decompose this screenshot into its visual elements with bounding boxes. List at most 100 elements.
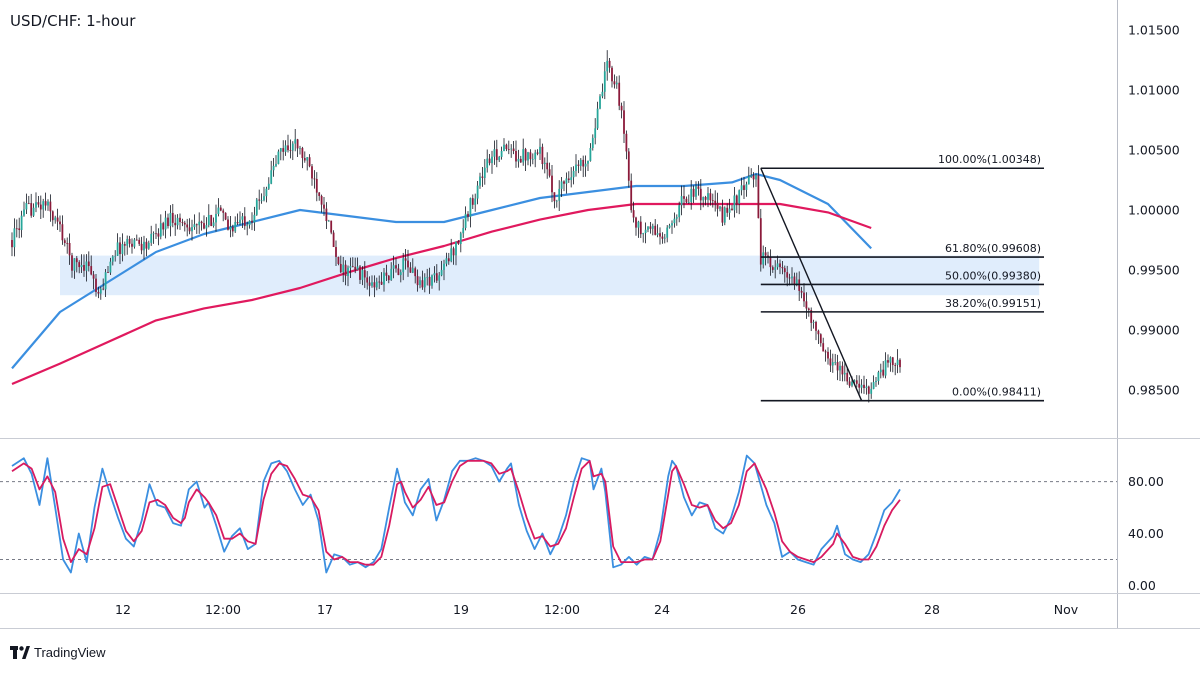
candle-body bbox=[503, 144, 505, 152]
candle-body bbox=[668, 225, 671, 228]
candle bbox=[143, 235, 145, 260]
candle bbox=[205, 217, 208, 237]
candle bbox=[858, 375, 861, 395]
candle bbox=[488, 153, 491, 166]
candle bbox=[846, 367, 849, 385]
candle bbox=[839, 361, 841, 382]
candle-body bbox=[632, 210, 635, 218]
candle bbox=[231, 224, 234, 237]
candle-body bbox=[512, 148, 515, 152]
candle-body bbox=[83, 265, 85, 271]
time-tick-label: 28 bbox=[924, 602, 940, 617]
candle bbox=[243, 207, 246, 230]
candle-body bbox=[755, 175, 757, 180]
candle bbox=[56, 208, 59, 231]
candle-body bbox=[510, 148, 513, 150]
candle bbox=[666, 225, 669, 243]
candle bbox=[111, 255, 114, 266]
candle bbox=[186, 218, 189, 237]
candle-body bbox=[378, 281, 381, 283]
candle bbox=[711, 193, 714, 208]
candle-body bbox=[572, 170, 575, 178]
candle bbox=[519, 155, 522, 163]
candle bbox=[294, 129, 297, 152]
candle bbox=[639, 216, 642, 239]
candle bbox=[339, 255, 342, 274]
candle bbox=[531, 153, 534, 165]
candle-body bbox=[793, 276, 796, 285]
candle bbox=[879, 363, 882, 379]
candle bbox=[287, 134, 289, 153]
candle bbox=[579, 158, 582, 171]
candle-body bbox=[704, 197, 707, 200]
stoch-tick-label: 80.00 bbox=[1128, 474, 1164, 489]
candle-body bbox=[692, 188, 695, 197]
candle-body bbox=[356, 266, 359, 270]
candle-body bbox=[735, 195, 738, 204]
candle bbox=[354, 257, 357, 274]
price-tick-label: 1.01500 bbox=[1128, 23, 1180, 38]
time-tick-label: 12:00 bbox=[205, 602, 241, 617]
candle bbox=[39, 195, 42, 220]
candle bbox=[582, 155, 585, 178]
candle-body bbox=[133, 239, 136, 247]
candle bbox=[18, 217, 21, 239]
candle bbox=[198, 212, 201, 234]
candle bbox=[649, 221, 652, 234]
candle-body bbox=[815, 322, 817, 331]
candle bbox=[755, 173, 757, 187]
candle bbox=[642, 232, 645, 243]
candle-body bbox=[428, 276, 431, 286]
candle bbox=[570, 167, 573, 188]
candle-body bbox=[841, 365, 844, 375]
candle bbox=[517, 149, 520, 168]
candle-body bbox=[54, 217, 57, 221]
candle-body bbox=[421, 280, 424, 288]
candle bbox=[267, 177, 270, 190]
candle bbox=[241, 213, 244, 229]
candle bbox=[71, 252, 73, 278]
candle bbox=[222, 208, 225, 222]
candle-body bbox=[455, 241, 457, 256]
candle-body bbox=[323, 204, 325, 209]
candle bbox=[416, 269, 419, 292]
candle bbox=[335, 240, 337, 266]
candle bbox=[37, 196, 40, 208]
candle-body bbox=[714, 200, 717, 203]
candle-body bbox=[366, 277, 369, 283]
candle bbox=[78, 260, 81, 274]
candle-body bbox=[803, 292, 805, 302]
candle bbox=[315, 172, 318, 202]
candle-body bbox=[164, 217, 167, 230]
candle-body bbox=[630, 180, 633, 211]
candle bbox=[620, 102, 623, 119]
candle bbox=[299, 145, 301, 155]
candle bbox=[891, 356, 894, 373]
candle bbox=[318, 191, 321, 201]
candle-body bbox=[812, 322, 815, 323]
candle-body bbox=[505, 144, 508, 150]
candle bbox=[363, 261, 366, 288]
candle-body bbox=[239, 219, 241, 224]
candle-body bbox=[447, 258, 450, 262]
candle bbox=[327, 219, 330, 222]
candle-body bbox=[848, 381, 851, 386]
candle bbox=[731, 204, 733, 211]
candle bbox=[555, 199, 558, 208]
candle bbox=[239, 211, 241, 226]
candle bbox=[181, 218, 184, 227]
candle-body bbox=[757, 175, 760, 219]
candle bbox=[138, 237, 141, 246]
candle-body bbox=[649, 226, 652, 229]
candle bbox=[563, 180, 565, 192]
candle bbox=[47, 199, 49, 211]
candle-body bbox=[846, 372, 849, 382]
stoch-tick-label: 0.00 bbox=[1128, 578, 1156, 593]
time-tick-label: 24 bbox=[654, 602, 670, 617]
candle-body bbox=[807, 308, 810, 311]
candle-body bbox=[361, 270, 364, 280]
candle bbox=[678, 201, 681, 223]
candle bbox=[224, 212, 227, 221]
candle-body bbox=[174, 222, 177, 226]
candle-body bbox=[769, 256, 772, 268]
